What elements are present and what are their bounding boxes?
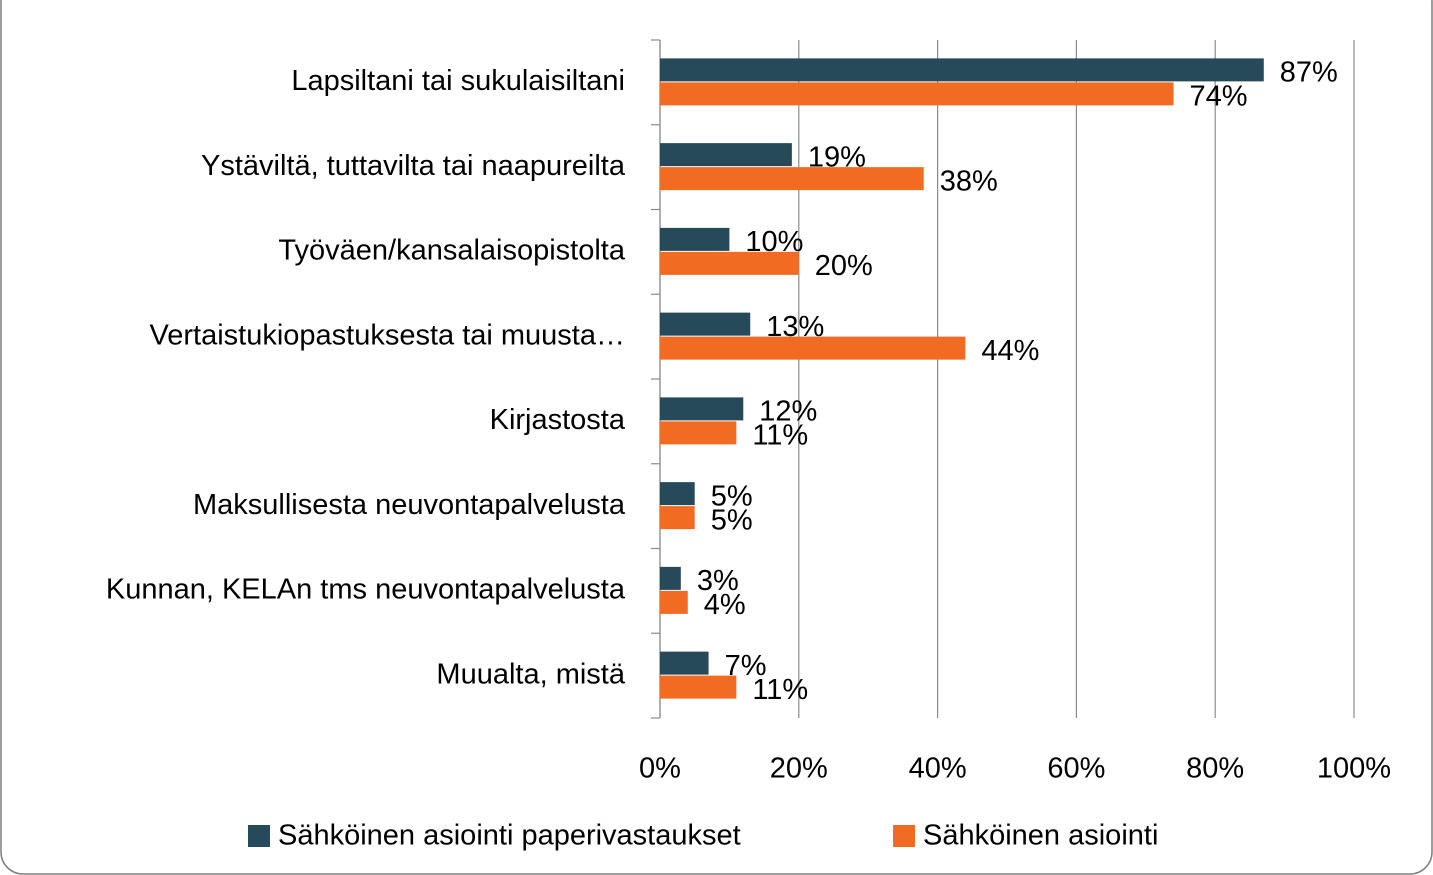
category-label: Maksullisesta neuvontapalvelusta <box>193 489 626 521</box>
x-tick-label: 0% <box>639 753 681 785</box>
data-label: 4% <box>704 589 746 621</box>
legend-swatch <box>248 825 270 847</box>
bar <box>660 82 1174 106</box>
bar <box>660 651 709 675</box>
category-label: Lapsiltani tai sukulaisiltani <box>291 65 625 97</box>
data-label: 74% <box>1190 81 1248 113</box>
category-label: Kirjastosta <box>490 404 626 436</box>
category-label: Vertaistukiopastuksesta tai muusta… <box>149 319 625 351</box>
bar <box>660 227 730 251</box>
data-label: 3% <box>697 565 739 597</box>
data-label: 20% <box>815 250 873 282</box>
category-label: Ystäviltä, tuttavilta tai naapureilta <box>201 150 626 182</box>
data-label: 11% <box>752 420 808 452</box>
data-label: 44% <box>981 335 1039 367</box>
bar <box>660 482 695 506</box>
x-tick-label: 40% <box>909 753 967 785</box>
bar <box>660 167 924 191</box>
bar <box>660 397 744 421</box>
bar <box>660 58 1264 82</box>
x-tick-label: 80% <box>1186 753 1244 785</box>
x-tick-label: 60% <box>1047 753 1105 785</box>
bar <box>660 590 688 614</box>
legend-swatch <box>893 825 915 847</box>
data-label: 38% <box>940 165 998 197</box>
bar <box>660 566 681 590</box>
legend-label: Sähköinen asiointi paperivastaukset <box>278 820 741 852</box>
bar <box>660 675 737 699</box>
data-label: 5% <box>711 480 753 512</box>
x-tick-label: 20% <box>770 753 828 785</box>
category-label: Muualta, mistä <box>436 658 625 690</box>
legend-label: Sähköinen asiointi <box>923 820 1158 852</box>
data-label: 11% <box>752 674 808 706</box>
category-label: Kunnan, KELAn tms neuvontapalvelusta <box>106 574 626 606</box>
bar <box>660 336 966 360</box>
data-label: 12% <box>759 396 817 428</box>
data-label: 87% <box>1280 57 1338 89</box>
bar <box>660 312 751 336</box>
category-label: Työväen/kansalaisopistolta <box>278 235 625 267</box>
x-tick-label: 100% <box>1317 753 1391 785</box>
bar <box>660 421 737 445</box>
bar <box>660 506 695 530</box>
data-label: 5% <box>711 504 753 536</box>
bar <box>660 143 792 167</box>
bar <box>660 251 799 275</box>
